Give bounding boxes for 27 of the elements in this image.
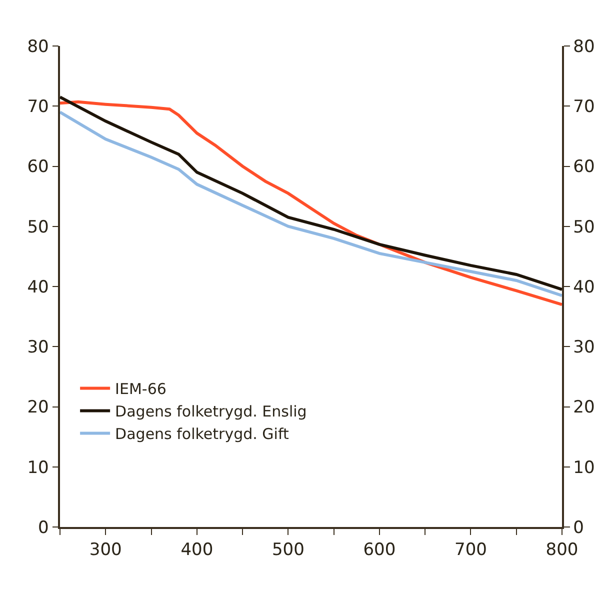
y-tick-label: 0	[38, 518, 49, 538]
legend-label: Dagens folketrygd. Enslig	[115, 402, 307, 421]
y2-tick-label: 60	[573, 157, 595, 178]
y-tick-label: 40	[27, 277, 49, 298]
y2-tick-label: 70	[573, 97, 595, 118]
x-tick-label: 600	[363, 540, 396, 560]
y2-tick-label: 50	[573, 217, 595, 238]
y-tick-label: 60	[27, 157, 49, 178]
y2-tick-label: 0	[573, 518, 584, 538]
x-tick-label: 400	[180, 540, 214, 560]
y2-tick-label: 80	[573, 36, 595, 57]
y-tick-label: 20	[27, 398, 49, 418]
y-tick-label: 10	[27, 458, 49, 478]
y2-tick-label: 10	[573, 458, 595, 478]
y2-tick-label: 20	[573, 398, 595, 418]
y-tick-label: 50	[27, 217, 49, 238]
x-tick-label: 300	[89, 540, 122, 560]
y2-tick-label: 30	[573, 338, 595, 358]
y-tick-label: 30	[27, 338, 49, 358]
y-tick-label: 80	[27, 36, 49, 57]
y2-tick-label: 40	[573, 277, 595, 298]
x-tick-label: 500	[272, 540, 304, 560]
x-tick-label: 800	[546, 540, 578, 560]
legend-label: IEM-66	[115, 380, 166, 398]
y-tick-label: 70	[27, 97, 49, 118]
x-tick-label: 700	[454, 540, 487, 560]
legend-label: Dagens folketrygd. Gift	[115, 425, 289, 444]
